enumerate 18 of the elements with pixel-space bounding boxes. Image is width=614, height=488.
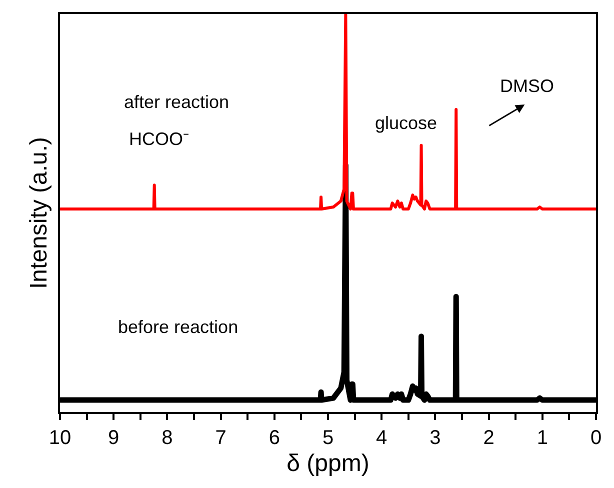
x-tick-label: 4 xyxy=(376,427,388,449)
x-tick-label: 10 xyxy=(48,427,72,449)
annotation: glucose xyxy=(375,113,438,133)
x-tick-label: 1 xyxy=(536,427,548,449)
x-tick-label: 5 xyxy=(322,427,334,449)
annotation: DMSO xyxy=(500,76,554,96)
y-axis-title: Intensity (a.u.) xyxy=(26,136,53,290)
x-tick-label: 2 xyxy=(483,427,494,449)
x-tick-label: 8 xyxy=(162,427,173,449)
x-tick-label: 3 xyxy=(430,427,441,449)
annotation: before reaction xyxy=(118,317,238,337)
x-tick-label: 7 xyxy=(215,427,226,449)
annotation: after reaction xyxy=(124,92,230,112)
x-axis-title: δ (ppm) xyxy=(286,450,370,477)
x-tick-label: 6 xyxy=(268,427,280,449)
annotation: HCOO⁻ xyxy=(129,129,189,149)
x-tick-label: 9 xyxy=(108,427,120,449)
x-tick-label: 0 xyxy=(590,427,602,449)
